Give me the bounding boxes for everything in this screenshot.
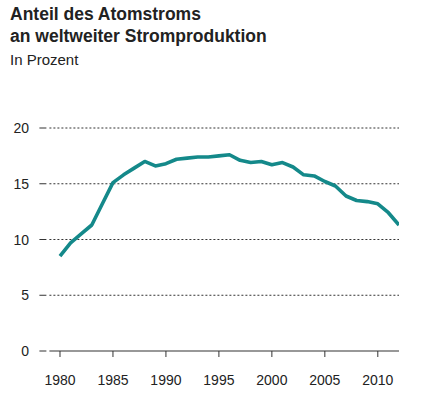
grid-line — [49, 128, 399, 129]
grid-line — [49, 239, 399, 240]
x-tick-label: 1990 — [150, 372, 181, 388]
grid-line — [49, 183, 399, 184]
grid-line — [49, 295, 399, 296]
x-tick — [59, 351, 60, 357]
x-tick — [271, 351, 272, 357]
y-tick — [39, 295, 46, 296]
title: an weltweiter Stromproduktion — [10, 26, 267, 46]
x-tick-label: 1985 — [97, 372, 128, 388]
y-tick-label: 0 — [21, 343, 29, 359]
y-tick — [39, 128, 46, 129]
y-tick — [39, 239, 46, 240]
x-tick — [324, 351, 325, 357]
x-tick-label: 2005 — [309, 372, 340, 388]
y-tick-label: 10 — [13, 232, 29, 248]
y-tick-label: 20 — [13, 120, 29, 136]
x-tick — [377, 351, 378, 357]
y-tick — [39, 351, 46, 352]
x-tick-label: 1980 — [44, 372, 75, 388]
x-tick-label: 1995 — [203, 372, 234, 388]
title: Anteil des Atomstroms — [10, 4, 201, 24]
y-tick-label: 5 — [21, 287, 29, 303]
x-axis — [49, 350, 399, 351]
x-tick-label: 2000 — [256, 372, 287, 388]
x-tick — [165, 351, 166, 357]
x-tick-label: 2010 — [362, 372, 393, 388]
plot-area — [60, 155, 399, 256]
x-tick — [218, 351, 219, 357]
y-tick-label: 15 — [13, 176, 29, 192]
chart: Anteil des Atomstromsan weltweiter Strom… — [0, 0, 421, 410]
subtitle: In Prozent — [10, 51, 79, 68]
data-line — [60, 155, 399, 256]
y-tick — [39, 183, 46, 184]
x-tick — [112, 351, 113, 357]
